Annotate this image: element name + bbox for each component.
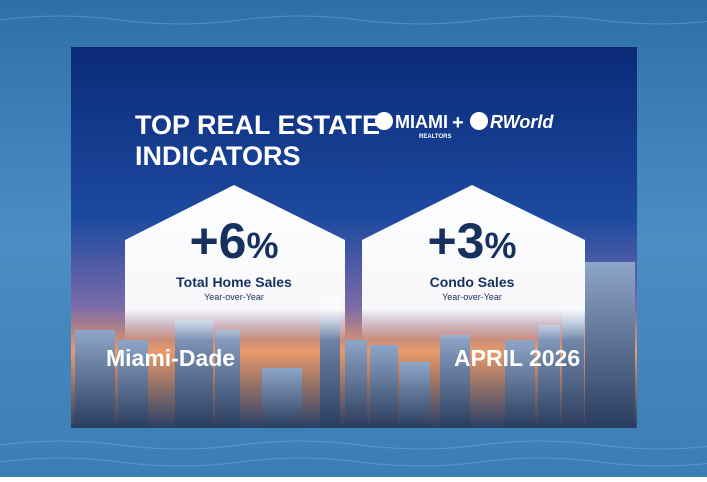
indicator-unit: % — [485, 225, 517, 266]
indicator-value: +3% — [427, 213, 516, 269]
logo-group: MIAMI REALTORS + RWorld — [375, 112, 554, 140]
logo-text: RWorld — [490, 112, 554, 132]
logo-subtext: REALTORS — [419, 134, 451, 140]
waves — [0, 15, 707, 467]
region-label: Miami-Dade — [106, 345, 235, 371]
logo-icon — [470, 112, 488, 130]
logo-icon — [375, 112, 393, 130]
logo-text: MIAMI — [395, 112, 448, 132]
logo-plus: + — [452, 112, 464, 134]
indicator-label: Condo Sales — [430, 274, 515, 290]
date-label: APRIL 2026 — [454, 345, 580, 371]
indicator-unit: % — [247, 225, 279, 266]
indicator-sublabel: Year-over-Year — [204, 292, 264, 302]
indicator-label: Total Home Sales — [176, 274, 292, 290]
indicator-number: +6 — [189, 213, 246, 269]
indicator-number: +3 — [427, 213, 484, 269]
house-card — [362, 185, 585, 340]
indicator-value: +6% — [189, 213, 278, 269]
indicator-sublabel: Year-over-Year — [442, 292, 502, 302]
title-line: INDICATORS — [135, 141, 301, 171]
house-card — [125, 185, 345, 340]
title-line: TOP REAL ESTATE — [135, 110, 380, 140]
